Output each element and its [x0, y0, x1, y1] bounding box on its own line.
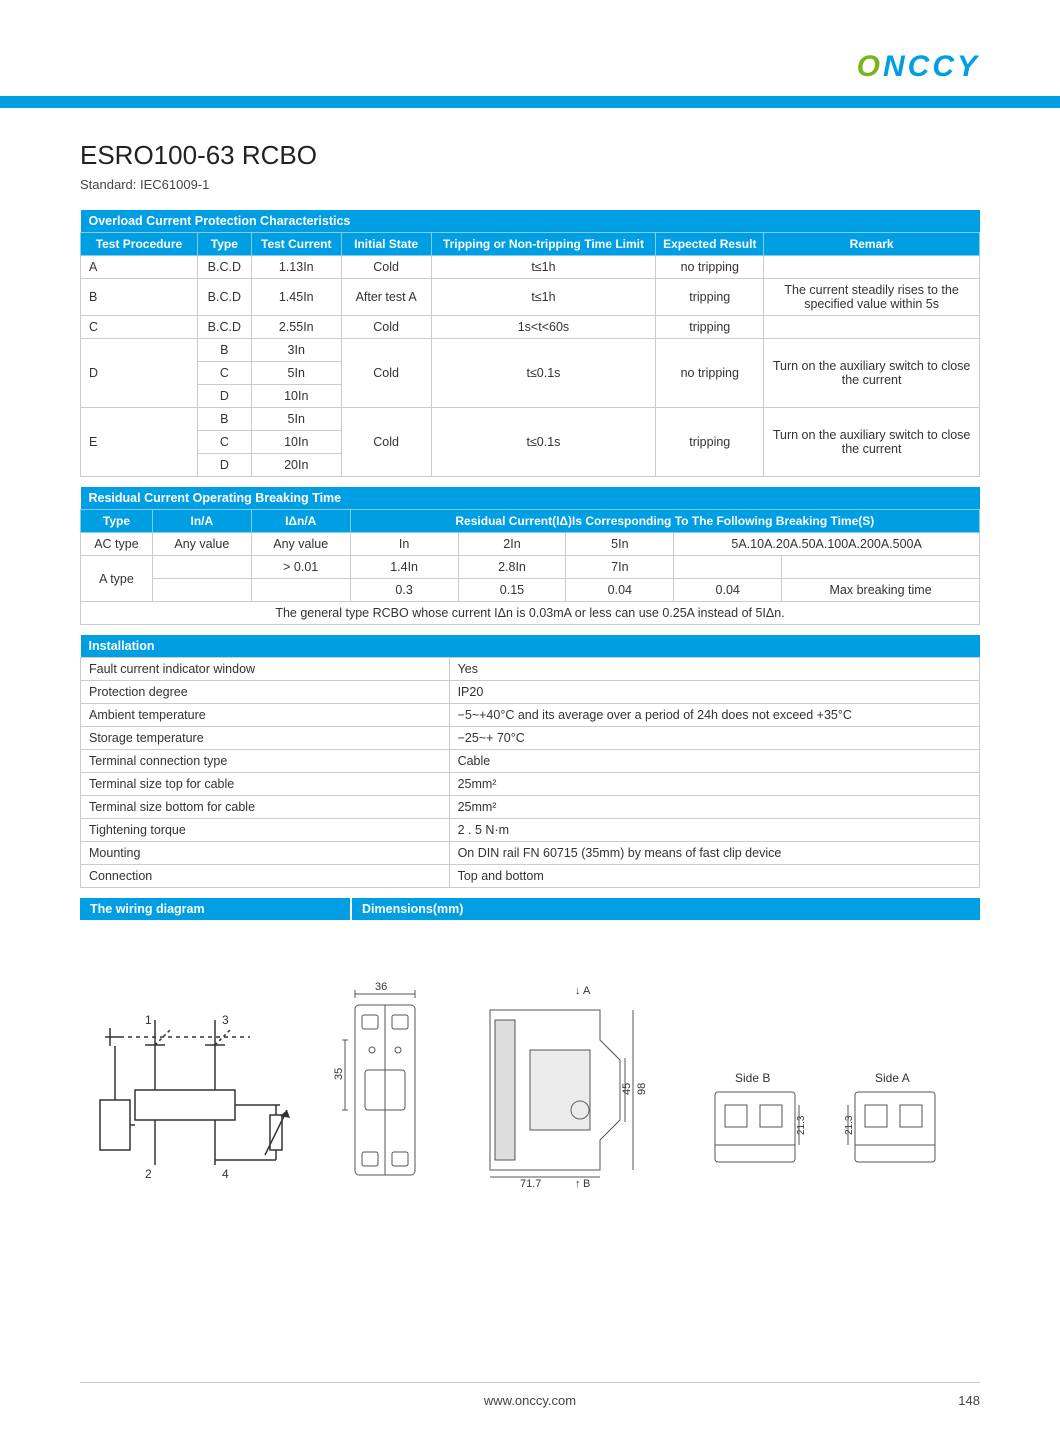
- page-number: 148: [958, 1393, 980, 1408]
- wiring-diagram: 1 3 2 4: [80, 1010, 300, 1190]
- product-title: ESRO100-63 RCBO: [80, 140, 980, 171]
- footer-url: www.onccy.com: [484, 1393, 576, 1408]
- table3-title: Installation: [81, 635, 980, 658]
- svg-text:B: B: [583, 1178, 590, 1190]
- side-b-view: Side B 21.3: [700, 1070, 810, 1190]
- install-row: Tightening torque2 . 5 N·m: [81, 819, 980, 842]
- svg-text:21.3: 21.3: [844, 1115, 855, 1135]
- install-row: ConnectionTop and bottom: [81, 865, 980, 888]
- front-dimension: 36 35: [330, 980, 440, 1190]
- install-row: Ambient temperature−5~+40°C and its aver…: [81, 704, 980, 727]
- page-content: ESRO100-63 RCBO Standard: IEC61009-1 Ove…: [80, 140, 980, 1190]
- side-a-view: Side A 21.3: [840, 1070, 950, 1190]
- install-row: Fault current indicator windowYes: [81, 658, 980, 681]
- diagram-headers: The wiring diagram Dimensions(mm): [80, 898, 980, 920]
- svg-text:2: 2: [145, 1167, 152, 1181]
- install-row: Terminal size top for cable25mm²: [81, 773, 980, 796]
- svg-text:3: 3: [222, 1013, 229, 1027]
- svg-text:98: 98: [636, 1083, 648, 1095]
- table2-note: The general type RCBO whose current IΔn …: [81, 602, 980, 625]
- residual-table: Residual Current Operating Breaking Time…: [80, 487, 980, 625]
- svg-text:21.3: 21.3: [796, 1115, 807, 1135]
- table2-title: Residual Current Operating Breaking Time: [81, 487, 980, 510]
- svg-text:4: 4: [222, 1167, 229, 1181]
- svg-text:36: 36: [375, 981, 387, 993]
- page-footer: www.onccy.com 148: [80, 1382, 980, 1408]
- installation-table: Installation Fault current indicator win…: [80, 635, 980, 888]
- svg-text:35: 35: [333, 1068, 345, 1080]
- install-row: Storage temperature−25~+ 70°C: [81, 727, 980, 750]
- svg-text:A: A: [583, 985, 591, 997]
- dimensions-header: Dimensions(mm): [352, 898, 980, 920]
- install-row: Terminal connection typeCable: [81, 750, 980, 773]
- diagrams-container: 1 3 2 4: [80, 980, 980, 1190]
- svg-text:↑: ↑: [575, 1178, 581, 1190]
- wiring-header: The wiring diagram: [80, 898, 350, 920]
- install-row: Terminal size bottom for cable25mm²: [81, 796, 980, 819]
- svg-text:1: 1: [145, 1013, 152, 1027]
- install-row: Protection degreeIP20: [81, 681, 980, 704]
- brand-logo: ONCCY: [857, 50, 980, 84]
- overload-table: Overload Current Protection Characterist…: [80, 210, 980, 477]
- svg-text:Side A: Side A: [875, 1071, 910, 1085]
- table1-title: Overload Current Protection Characterist…: [81, 210, 980, 233]
- standard-subtitle: Standard: IEC61009-1: [80, 177, 980, 192]
- svg-text:Side B: Side B: [735, 1071, 770, 1085]
- svg-text:71.7: 71.7: [520, 1178, 541, 1190]
- svg-text:↓: ↓: [575, 985, 581, 997]
- header-bar: [0, 96, 1060, 108]
- install-row: MountingOn DIN rail FN 60715 (35mm) by m…: [81, 842, 980, 865]
- svg-text:45: 45: [621, 1083, 633, 1095]
- side-dimension: ↓ A 71.7 ↑ B 98 45: [470, 980, 670, 1190]
